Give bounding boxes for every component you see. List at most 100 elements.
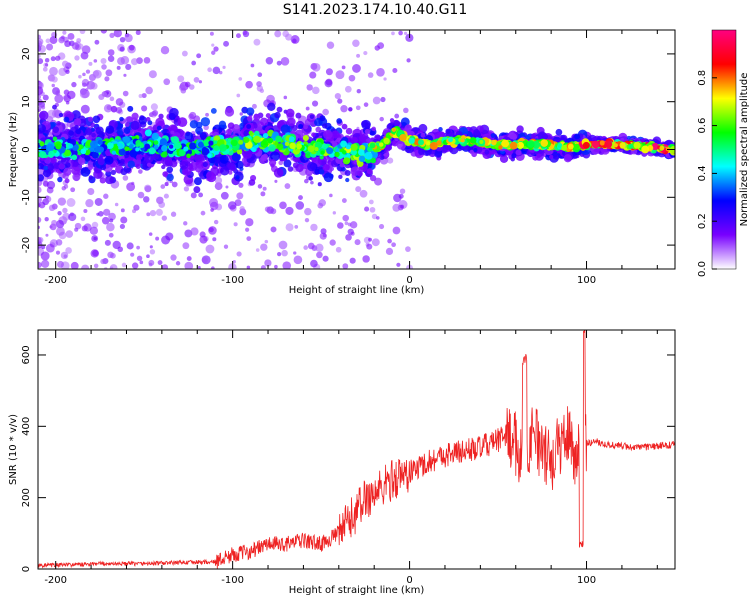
heatmap-cell	[314, 168, 321, 175]
heatmap-cell	[264, 239, 269, 244]
heatmap-cell	[101, 91, 108, 98]
heatmap-cell	[304, 207, 312, 216]
heatmap-cell	[370, 157, 377, 164]
heatmap-cell	[242, 30, 248, 36]
heatmap-cell	[236, 33, 241, 39]
heatmap-cell	[46, 163, 55, 171]
heatmap-cell	[85, 128, 93, 136]
heatmap-cell	[148, 70, 157, 79]
heatmap-cell	[345, 127, 353, 135]
heatmap-cell	[225, 185, 229, 189]
heatmap-cell	[323, 129, 333, 140]
heatmap-cell	[293, 255, 303, 265]
heatmap-cell	[619, 142, 626, 149]
heatmap-cell	[356, 53, 361, 58]
heatmap-cell	[363, 102, 369, 107]
heatmap-cell	[320, 150, 325, 155]
heatmap-cell	[170, 211, 177, 217]
heatmap-cell	[329, 239, 336, 246]
heatmap-cell	[438, 127, 443, 132]
heatmap-cell	[295, 148, 301, 153]
heatmap-cell	[304, 178, 309, 184]
heatmap-cell	[82, 72, 86, 77]
heatmap-y-tick-label: 0	[21, 146, 32, 152]
heatmap-cell	[212, 66, 221, 75]
snr-x-tick-label: 0	[406, 575, 412, 586]
heatmap-cell	[57, 176, 63, 183]
heatmap-cell	[119, 116, 124, 122]
heatmap-cell	[227, 122, 235, 130]
heatmap-cell	[194, 164, 203, 173]
heatmap-cell	[490, 133, 496, 138]
heatmap-cell	[311, 62, 321, 72]
heatmap-cell	[169, 107, 179, 118]
heatmap-cell	[322, 255, 329, 262]
heatmap-cell	[161, 145, 168, 152]
heatmap-cell	[45, 38, 51, 44]
heatmap-cell	[305, 152, 312, 159]
colorbar-tick-label: 0.4	[697, 165, 708, 181]
heatmap-cell	[193, 177, 202, 186]
heatmap-cell	[83, 209, 88, 214]
heatmap-cell	[335, 246, 342, 253]
heatmap-cell	[38, 94, 42, 100]
heatmap-cell	[153, 140, 159, 146]
heatmap-cell	[325, 68, 333, 76]
heatmap-cell	[71, 165, 81, 175]
heatmap-cell	[40, 251, 50, 261]
heatmap-cell	[108, 212, 116, 221]
heatmap-cell	[41, 259, 50, 269]
heatmap-cell	[358, 149, 365, 156]
heatmap-cell	[238, 77, 243, 81]
heatmap-cell	[131, 181, 135, 186]
heatmap-cell	[131, 112, 139, 120]
heatmap-cell	[145, 117, 151, 122]
heatmap-cell	[115, 98, 124, 106]
heatmap-cell	[159, 138, 168, 146]
heatmap-cell	[214, 176, 223, 185]
heatmap-cell	[376, 216, 380, 220]
heatmap-cell	[79, 89, 89, 99]
heatmap-cell	[368, 237, 372, 242]
heatmap-cell	[38, 110, 49, 121]
heatmap-cell	[55, 250, 61, 255]
heatmap-cell	[46, 180, 56, 190]
heatmap-cell	[275, 135, 283, 143]
heatmap-cell	[358, 155, 366, 162]
heatmap-cell	[311, 156, 317, 163]
heatmap-cell	[106, 222, 115, 232]
snr-layer	[38, 330, 675, 569]
heatmap-cell	[341, 198, 347, 203]
heatmap-cell	[63, 167, 72, 176]
heatmap-cell	[434, 149, 443, 158]
heatmap-cell	[104, 155, 114, 165]
heatmap-cell	[168, 124, 178, 134]
heatmap-cell	[235, 175, 240, 180]
heatmap-cell	[274, 30, 282, 38]
heatmap-cell	[97, 146, 105, 153]
heatmap-cell	[40, 105, 46, 110]
heatmap-cell	[85, 69, 91, 74]
heatmap-cell	[276, 60, 282, 66]
heatmap-cell	[285, 33, 293, 41]
heatmap-cell	[319, 232, 327, 240]
heatmap-cell	[274, 179, 278, 183]
heatmap-cell	[342, 214, 349, 222]
heatmap-cell	[110, 169, 117, 175]
heatmap-cell	[177, 75, 185, 83]
heatmap-cell	[379, 116, 384, 122]
heatmap-cell	[52, 136, 58, 142]
heatmap-cell	[128, 144, 134, 149]
heatmap-cell	[319, 155, 324, 160]
colorbar-tick-label: 0.0	[697, 261, 708, 277]
heatmap-cell	[104, 239, 111, 246]
heatmap-cell	[404, 124, 412, 132]
heatmap-cell	[337, 98, 343, 104]
heatmap-cell	[119, 223, 126, 230]
heatmap-cell	[118, 31, 122, 35]
heatmap-cell	[67, 32, 75, 40]
heatmap-cell	[227, 162, 236, 171]
heatmap-cell	[405, 246, 411, 252]
heatmap-cell	[200, 210, 206, 216]
heatmap-cell	[42, 66, 48, 72]
